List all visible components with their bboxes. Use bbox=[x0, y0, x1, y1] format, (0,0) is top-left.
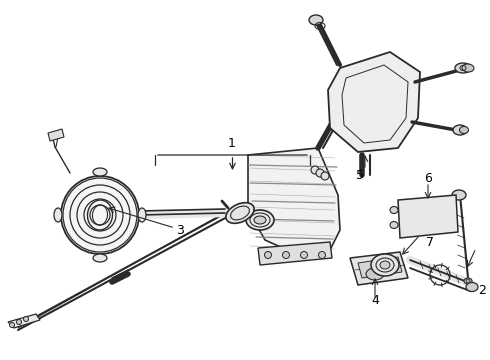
Text: 7: 7 bbox=[426, 235, 434, 248]
Ellipse shape bbox=[390, 207, 398, 213]
Text: 4: 4 bbox=[371, 293, 379, 306]
Text: 2: 2 bbox=[478, 284, 486, 297]
Ellipse shape bbox=[390, 221, 398, 229]
Circle shape bbox=[283, 252, 290, 258]
Ellipse shape bbox=[460, 126, 468, 134]
Text: 5: 5 bbox=[356, 168, 364, 181]
Polygon shape bbox=[8, 314, 40, 328]
Circle shape bbox=[9, 323, 15, 328]
Ellipse shape bbox=[61, 176, 139, 254]
Circle shape bbox=[265, 252, 271, 258]
Circle shape bbox=[300, 252, 308, 258]
Polygon shape bbox=[328, 52, 420, 152]
Text: 3: 3 bbox=[176, 224, 184, 237]
Ellipse shape bbox=[464, 278, 472, 284]
Ellipse shape bbox=[226, 203, 254, 223]
Ellipse shape bbox=[309, 15, 323, 25]
Text: 6: 6 bbox=[424, 171, 432, 185]
Polygon shape bbox=[248, 148, 340, 255]
Polygon shape bbox=[48, 129, 64, 141]
Ellipse shape bbox=[462, 64, 474, 72]
Polygon shape bbox=[398, 195, 458, 238]
Circle shape bbox=[17, 320, 22, 324]
Circle shape bbox=[24, 316, 28, 321]
Ellipse shape bbox=[453, 125, 467, 135]
Ellipse shape bbox=[254, 216, 266, 224]
Ellipse shape bbox=[246, 210, 274, 230]
Ellipse shape bbox=[380, 261, 390, 269]
Ellipse shape bbox=[54, 208, 62, 222]
Ellipse shape bbox=[371, 254, 399, 276]
Circle shape bbox=[311, 166, 319, 174]
Text: 1: 1 bbox=[228, 136, 236, 149]
Ellipse shape bbox=[138, 208, 146, 222]
Polygon shape bbox=[358, 257, 402, 278]
Polygon shape bbox=[350, 252, 408, 285]
Ellipse shape bbox=[455, 63, 471, 73]
Ellipse shape bbox=[93, 254, 107, 262]
Ellipse shape bbox=[466, 283, 478, 292]
Circle shape bbox=[321, 172, 329, 180]
Polygon shape bbox=[258, 242, 332, 265]
Ellipse shape bbox=[452, 190, 466, 200]
Circle shape bbox=[466, 279, 470, 283]
Circle shape bbox=[316, 169, 324, 177]
Circle shape bbox=[318, 252, 325, 258]
Ellipse shape bbox=[366, 268, 384, 280]
Ellipse shape bbox=[93, 168, 107, 176]
